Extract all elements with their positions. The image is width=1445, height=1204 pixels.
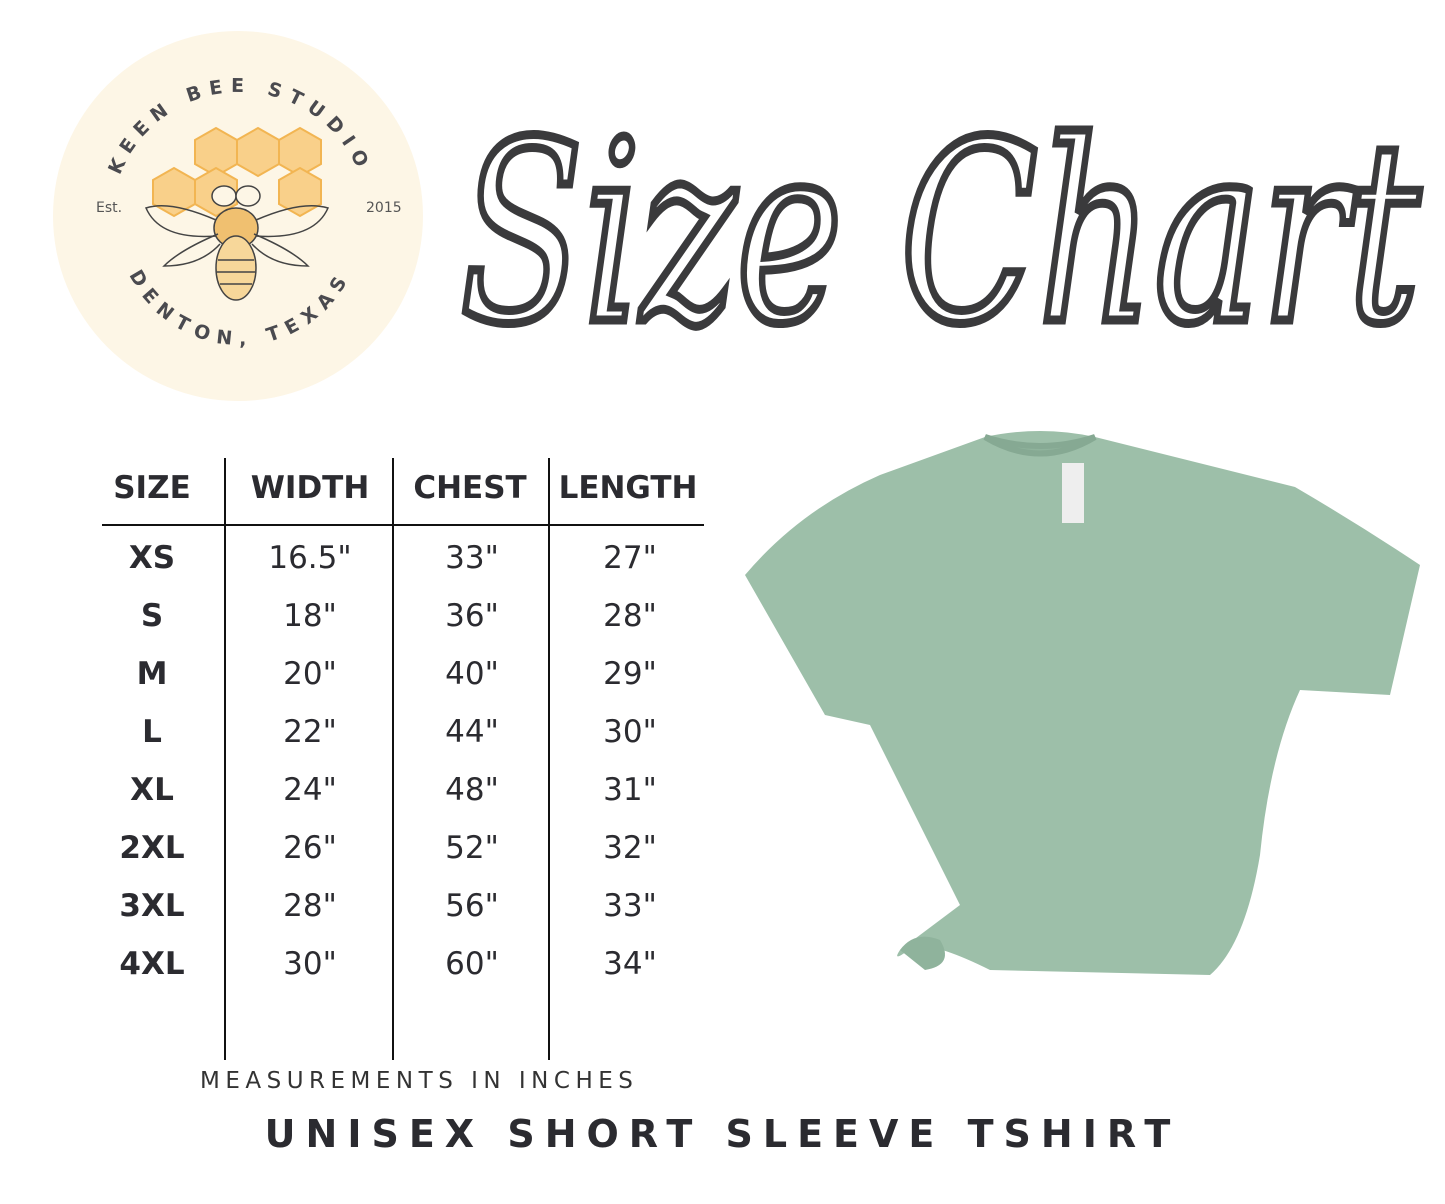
cell-width: 22"	[283, 714, 337, 750]
cell-size: 3XL	[119, 888, 185, 924]
honeycomb-icon	[152, 126, 322, 218]
cell-size: XL	[130, 772, 174, 808]
tshirt-tag	[1062, 463, 1084, 523]
cell-chest: 40"	[445, 656, 499, 692]
cell-length: 28"	[603, 598, 657, 634]
logo-est-label: Est.	[96, 200, 122, 216]
header-width: WIDTH	[250, 470, 370, 506]
cell-width: 24"	[283, 772, 337, 808]
cell-chest: 52"	[445, 830, 499, 866]
cell-size: S	[140, 598, 164, 634]
cell-size: XS	[128, 540, 176, 576]
cell-length: 31"	[603, 772, 657, 808]
tshirt-body	[745, 431, 1420, 975]
cell-length: 34"	[603, 946, 657, 982]
cell-width: 16.5"	[268, 540, 352, 576]
cell-length: 27"	[603, 540, 657, 576]
page-title: Size Chart	[456, 84, 1425, 384]
column-divider	[548, 458, 550, 1060]
cell-chest: 60"	[445, 946, 499, 982]
cell-length: 29"	[603, 656, 657, 692]
tshirt-image	[740, 425, 1430, 995]
cell-width: 18"	[283, 598, 337, 634]
header-size: SIZE	[113, 470, 191, 506]
cell-chest: 48"	[445, 772, 499, 808]
header-divider	[102, 524, 704, 526]
svg-text:Size Chart: Size Chart	[460, 88, 1420, 379]
bee-icon	[144, 185, 330, 301]
cell-width: 20"	[283, 656, 337, 692]
cell-chest: 44"	[445, 714, 499, 750]
cell-width: 26"	[283, 830, 337, 866]
cell-width: 30"	[283, 946, 337, 982]
product-name: UNISEX SHORT SLEEVE TSHIRT	[264, 1112, 1181, 1156]
cell-length: 33"	[603, 888, 657, 924]
column-divider	[224, 458, 226, 1060]
cell-width: 28"	[283, 888, 337, 924]
measurement-note: MEASUREMENTS IN INCHES	[200, 1068, 639, 1094]
logo-est-year: 2015	[366, 200, 402, 216]
brand-logo: KEEN BEE STUDIO DENTON, TEXAS Est. 2015	[53, 31, 423, 401]
header-chest: CHEST	[413, 470, 527, 506]
cell-size: M	[136, 656, 168, 692]
cell-length: 32"	[603, 830, 657, 866]
cell-size: 4XL	[119, 946, 185, 982]
cell-size: 2XL	[119, 830, 185, 866]
cell-length: 30"	[603, 714, 657, 750]
cell-chest: 33"	[445, 540, 499, 576]
header-length: LENGTH	[558, 470, 698, 506]
cell-chest: 56"	[445, 888, 499, 924]
cell-size: L	[142, 714, 162, 750]
cell-chest: 36"	[445, 598, 499, 634]
column-divider	[392, 458, 394, 1060]
